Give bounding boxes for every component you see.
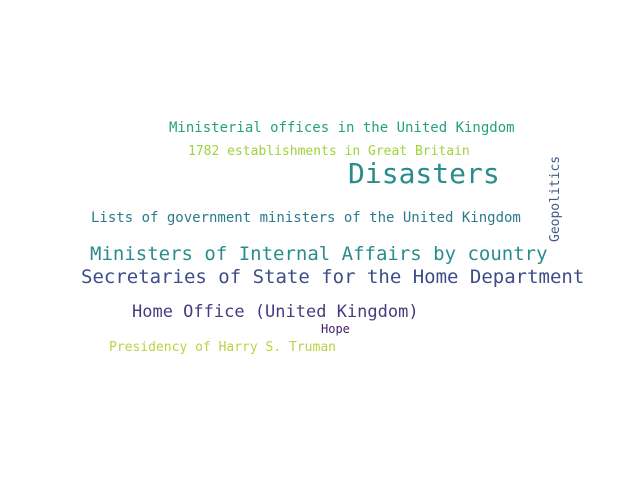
- word-disasters: Disasters: [348, 157, 500, 190]
- word-hope: Hope: [321, 322, 350, 336]
- word-ministerial-offices: Ministerial offices in the United Kingdo…: [169, 120, 515, 136]
- word-home-office: Home Office (United Kingdom): [132, 302, 419, 322]
- word-secretaries-of-state: Secretaries of State for the Home Depart…: [81, 266, 585, 288]
- word-ministers-of-internal-affairs: Ministers of Internal Affairs by country: [90, 243, 548, 265]
- word-geopolitics: Geopolitics: [548, 155, 563, 242]
- word-presidency-of-truman: Presidency of Harry S. Truman: [109, 340, 336, 355]
- word-lists-of-government-ministers: Lists of government ministers of the Uni…: [91, 210, 521, 226]
- word-1782-establishments: 1782 establishments in Great Britain: [188, 144, 470, 159]
